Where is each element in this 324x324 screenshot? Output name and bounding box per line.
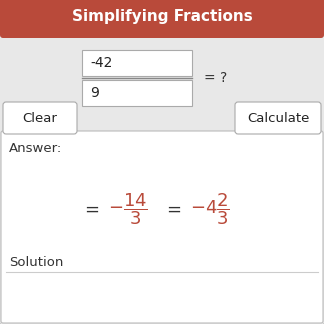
Text: Calculate: Calculate <box>247 111 309 124</box>
FancyBboxPatch shape <box>82 50 192 76</box>
FancyBboxPatch shape <box>3 102 77 134</box>
FancyBboxPatch shape <box>1 131 323 323</box>
FancyBboxPatch shape <box>0 0 324 38</box>
Text: 9: 9 <box>90 86 99 100</box>
Text: Clear: Clear <box>23 111 57 124</box>
Text: -42: -42 <box>90 56 112 70</box>
Text: Solution: Solution <box>9 256 64 269</box>
FancyBboxPatch shape <box>82 80 192 106</box>
Text: Answer:: Answer: <box>9 142 62 155</box>
Text: $=$: $=$ <box>163 200 181 218</box>
Text: $=$: $=$ <box>81 200 99 218</box>
Text: $-4\dfrac{2}{3}$: $-4\dfrac{2}{3}$ <box>190 191 230 227</box>
Text: = ?: = ? <box>204 71 227 85</box>
FancyBboxPatch shape <box>235 102 321 134</box>
Text: $-\dfrac{14}{3}$: $-\dfrac{14}{3}$ <box>108 191 148 227</box>
Text: Simplifying Fractions: Simplifying Fractions <box>72 9 252 25</box>
